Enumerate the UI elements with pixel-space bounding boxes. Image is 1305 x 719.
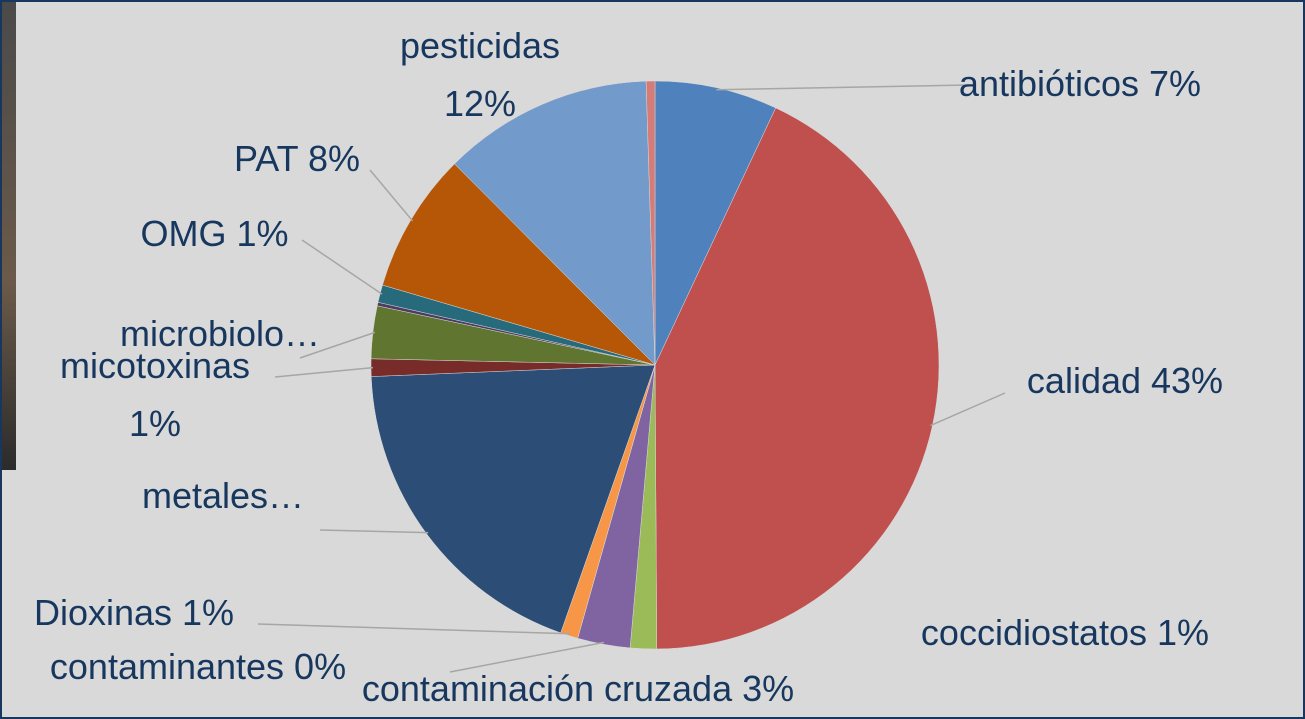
slice-label: contaminantes 0% — [49, 646, 347, 687]
pie-slice — [370, 364, 656, 634]
photo-edge — [0, 0, 16, 470]
slice-label: metales… — [141, 475, 305, 516]
leader-line — [319, 529, 429, 534]
pie-slice — [454, 80, 656, 366]
slice-label: Dioxinas 1% — [33, 592, 235, 633]
leader-line — [449, 641, 605, 673]
slice-label: OMG 1% — [140, 213, 289, 254]
leader-line — [301, 239, 383, 295]
slice-label: contaminación cruzada 3% — [361, 668, 795, 709]
leader-line — [299, 331, 376, 359]
pie-slice — [645, 80, 656, 366]
leader-line — [716, 84, 969, 91]
leader-line — [274, 366, 374, 378]
slice-label: micotoxinas 1% — [59, 345, 251, 444]
leader-line — [369, 169, 414, 222]
slice-label: antibióticos 7% — [958, 63, 1202, 104]
slice-label: PAT 8% — [233, 138, 361, 179]
slice-label: calidad 43% — [1026, 360, 1224, 401]
leader-line — [930, 392, 1006, 427]
slice-label: coccidiostatos 1% — [920, 612, 1210, 653]
slice-label: microbiolo… — [119, 313, 321, 354]
pie-slice — [654, 107, 940, 650]
leader-line — [257, 623, 570, 635]
pie-slice — [654, 80, 777, 366]
slice-label: pesticidas 12% — [399, 25, 561, 124]
